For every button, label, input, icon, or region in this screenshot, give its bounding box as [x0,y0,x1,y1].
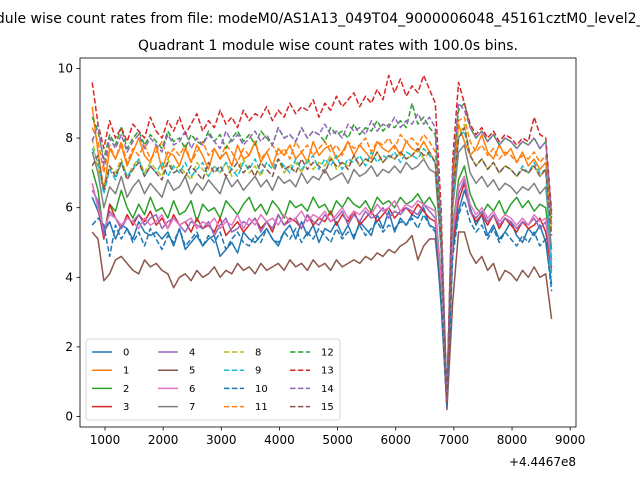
legend-label-7: 7 [189,402,195,413]
legend-label-5: 5 [189,366,195,377]
series-line-14 [91,102,553,400]
series-lines [91,74,553,411]
series-line-12 [91,102,553,400]
x-tick-label: 8000 [497,433,528,447]
y-tick-label: 10 [58,61,73,75]
series-line-11 [91,116,553,400]
series-line-6 [91,175,553,404]
x-tick-label: 9000 [555,433,586,447]
legend-label-1: 1 [123,366,129,377]
legend-label-13: 13 [321,366,334,377]
legend-label-10: 10 [255,384,268,395]
figure-suptitle: Quadrant 1 module wise count rates from … [0,11,640,27]
series-line-4 [91,179,553,404]
legend-label-0: 0 [123,348,129,359]
legend-label-15: 15 [321,402,334,413]
series-line-7 [91,144,553,404]
x-tick-label: 3000 [206,433,237,447]
x-tick-label: 6000 [380,433,411,447]
y-tick-label: 4 [65,270,73,284]
legend-label-6: 6 [189,384,195,395]
x-tick-label: 2000 [148,433,179,447]
y-axis: 0 2 4 6 8 10 [58,61,80,424]
series-line-5 [91,231,553,411]
legend-label-2: 2 [123,384,129,395]
y-tick-label: 0 [65,410,73,424]
chart-title: Quadrant 1 module wise count rates with … [138,38,518,54]
x-tick-label: 1000 [90,433,121,447]
legend-label-9: 9 [255,366,261,377]
x-tick-label: 7000 [439,433,470,447]
y-tick-label: 6 [65,201,73,215]
series-line-0 [91,189,553,407]
legend-label-8: 8 [255,348,261,359]
axes-frame [79,57,577,428]
series-line-13 [91,74,553,404]
legend-label-14: 14 [321,384,334,395]
legend-label-3: 3 [123,402,129,413]
series-line-15 [91,126,553,404]
y-tick-label: 8 [65,131,73,145]
legend-label-11: 11 [255,402,268,413]
legend-label-12: 12 [321,348,334,359]
legend-label-4: 4 [189,348,195,359]
y-tick-label: 2 [65,340,73,354]
series-line-2 [91,165,553,404]
x-axis: 1000 2000 3000 4000 5000 6000 7000 8000 9000 [90,427,586,447]
x-tick-label: 5000 [322,433,353,447]
x-offset-text: +4.4467e8 [509,455,576,469]
legend-box [85,338,341,421]
series-line-10 [91,199,553,407]
x-tick-label: 4000 [264,433,295,447]
